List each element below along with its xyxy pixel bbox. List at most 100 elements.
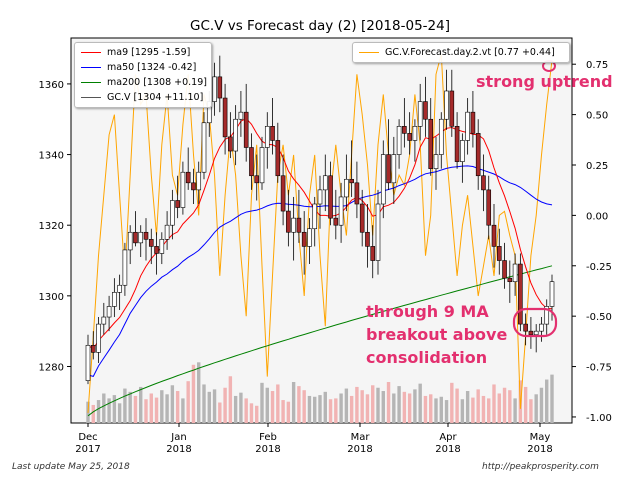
volume-bar bbox=[534, 394, 538, 423]
volume-bar bbox=[249, 403, 254, 423]
volume-bar bbox=[175, 391, 180, 423]
volume-bar bbox=[112, 395, 117, 423]
candle-body bbox=[175, 200, 180, 208]
candle-body bbox=[264, 126, 270, 148]
volume-bar bbox=[323, 391, 327, 423]
volume-bar bbox=[344, 388, 349, 423]
candle-body bbox=[328, 175, 333, 219]
volume-bar bbox=[91, 404, 95, 423]
volume-bar bbox=[413, 389, 417, 423]
volume-bar bbox=[450, 382, 454, 423]
axes: 1280 1300 1320 1340 1360 0.75 0.50 0.25 0.00 -0.2… bbox=[39, 60, 612, 455]
candle-body bbox=[417, 101, 423, 127]
volume-bars bbox=[86, 362, 554, 423]
candle-body bbox=[502, 260, 507, 279]
candle-body bbox=[148, 239, 154, 247]
volume-bar bbox=[297, 386, 301, 423]
candle-body bbox=[438, 118, 444, 155]
volume-bar bbox=[228, 376, 233, 423]
volume-bar bbox=[349, 395, 354, 423]
volume-bar bbox=[218, 402, 222, 423]
volume-bar bbox=[465, 391, 470, 423]
y-right-tick-label: 0.75 bbox=[586, 60, 608, 71]
candle-body bbox=[407, 133, 412, 141]
candle-body bbox=[507, 277, 513, 283]
x-tick-label-month: Feb bbox=[259, 432, 277, 443]
volume-bar bbox=[270, 391, 275, 423]
volume-bar bbox=[281, 400, 285, 423]
candle-body bbox=[96, 323, 101, 353]
volume-bar bbox=[523, 386, 528, 423]
candle-body bbox=[344, 178, 349, 198]
legend-entry-forecast: GC.V.Forecast.day.2.vt [0.77 +0.44] bbox=[353, 45, 569, 60]
candle-body bbox=[365, 231, 370, 247]
candle-body bbox=[90, 344, 96, 353]
candle-body bbox=[270, 126, 275, 141]
y-right-tick-label: 0.50 bbox=[586, 111, 608, 122]
legend-swatch bbox=[81, 97, 101, 98]
volume-bar bbox=[265, 387, 269, 423]
legend-entry-ma200: ma200 [1308 +0.19] bbox=[75, 75, 211, 90]
candle-body bbox=[396, 126, 402, 155]
candle-body bbox=[191, 182, 196, 191]
legend-label: ma9 [1295 -1.59] bbox=[107, 47, 191, 58]
legend-label: GC.V.Forecast.day.2.vt [0.77 +0.44] bbox=[385, 47, 555, 58]
candle-body bbox=[380, 154, 386, 205]
volume-bar bbox=[444, 400, 449, 423]
last-update-note: Last update May 25, 2018 bbox=[12, 462, 130, 472]
volume-bar bbox=[471, 397, 475, 423]
candle-body bbox=[180, 171, 186, 208]
candle-body bbox=[454, 126, 460, 162]
x-tick-label-year: 2018 bbox=[435, 444, 460, 455]
x-tick-label-year: 2018 bbox=[527, 444, 552, 455]
candle-body bbox=[307, 228, 312, 247]
volume-bar bbox=[244, 398, 248, 423]
candle-body bbox=[370, 246, 376, 261]
candle-body bbox=[280, 175, 286, 212]
x-tick-label-year: 2017 bbox=[75, 444, 100, 455]
legend-moving-averages: ma9 [1295 -1.59] ma50 [1324 -0.42] ma200… bbox=[74, 42, 212, 108]
legend-swatch bbox=[359, 52, 379, 53]
volume-bar bbox=[529, 399, 533, 423]
candle-body bbox=[333, 217, 339, 226]
volume-bar bbox=[117, 403, 122, 423]
volume-bar bbox=[107, 398, 111, 423]
candle-body bbox=[544, 306, 550, 325]
volume-bar bbox=[207, 391, 211, 423]
legend-swatch bbox=[81, 67, 101, 68]
candle-body bbox=[523, 323, 528, 332]
x-tick-label-month: May bbox=[530, 432, 551, 443]
volume-bar bbox=[429, 394, 433, 423]
legend-label: ma200 [1308 +0.19] bbox=[107, 77, 207, 88]
candle-body bbox=[286, 210, 291, 233]
volume-bar bbox=[476, 389, 480, 423]
volume-bar bbox=[386, 382, 391, 423]
candle-body bbox=[539, 323, 544, 332]
candle-body bbox=[170, 200, 175, 226]
candle-body bbox=[444, 90, 449, 120]
candle-body bbox=[423, 101, 428, 120]
candle-body bbox=[312, 203, 318, 230]
volume-bar bbox=[502, 387, 507, 423]
volume-bar bbox=[550, 374, 554, 423]
candle-body bbox=[518, 263, 523, 325]
x-tick-label-month: Mar bbox=[351, 432, 371, 443]
candle-body bbox=[386, 154, 391, 184]
volume-bar bbox=[371, 385, 375, 423]
candle-body bbox=[338, 196, 344, 226]
volume-bar bbox=[487, 398, 491, 423]
annotation-strong-uptrend: strong uptrend bbox=[476, 72, 613, 91]
legend-label: ma50 [1324 -0.42] bbox=[107, 62, 197, 73]
x-tick-label-month: Jan bbox=[170, 432, 186, 443]
candle-body bbox=[85, 344, 91, 381]
candle-body bbox=[359, 203, 365, 233]
volume-bar bbox=[255, 405, 259, 423]
volume-bar bbox=[286, 401, 291, 423]
candle-body bbox=[512, 263, 518, 283]
candle-body bbox=[122, 249, 128, 286]
candle-body bbox=[291, 217, 296, 233]
volume-bar bbox=[233, 395, 238, 423]
ma200-line bbox=[87, 265, 553, 417]
candle-body bbox=[127, 231, 133, 251]
volume-bar bbox=[381, 391, 385, 423]
